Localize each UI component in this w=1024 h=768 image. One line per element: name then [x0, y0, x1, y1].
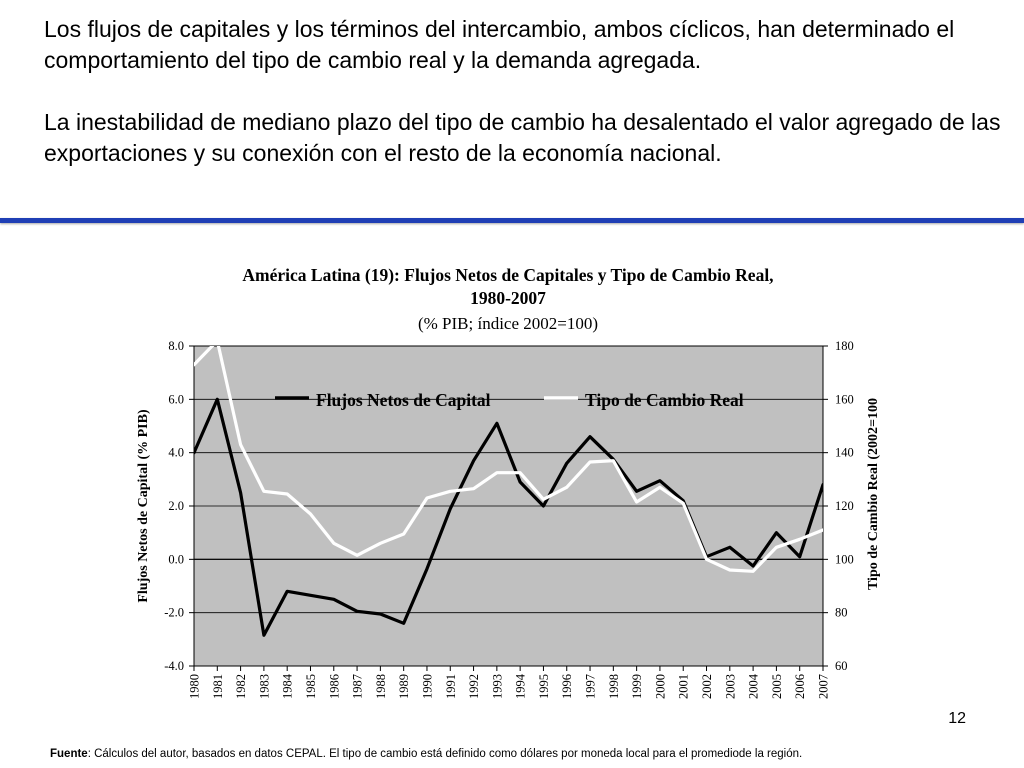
left-tick-label-2: 0.0: [168, 552, 184, 566]
x-tick-label-1: 1981: [211, 674, 225, 699]
chart-title-line-2: 1980-2007: [470, 288, 546, 308]
x-tick-label-4: 1984: [281, 673, 295, 699]
right-axis-ticks: 60 80 100 120 140 160 180: [823, 339, 854, 673]
x-tick-label-20: 2000: [653, 674, 667, 699]
chart-title: América Latina (19): Flujos Netos de Cap…: [242, 265, 773, 285]
left-tick-label-6: 8.0: [168, 339, 184, 353]
x-axis-ticks: 1980 1981 1982 1983 1984 1985 1986 1987 1988 1989…: [188, 666, 831, 699]
intro-paragraph-1: Los flujos de capitales y los términos d…: [44, 16, 955, 73]
x-tick-label-0: 1980: [188, 674, 202, 699]
right-tick-label-4: 140: [835, 446, 854, 460]
right-tick-label-3: 120: [835, 499, 854, 513]
chart-subtitle: (% PIB; índice 2002=100): [418, 314, 598, 333]
chart-container: América Latina (19): Flujos Netos de Cap…: [0, 236, 1024, 716]
right-tick-label-2: 100: [835, 552, 854, 566]
x-tick-label-11: 1991: [444, 674, 458, 699]
source-label: Fuente: [50, 748, 88, 760]
divider-rule: [0, 218, 1024, 223]
x-tick-label-26: 2006: [793, 674, 807, 699]
x-tick-label-22: 2002: [700, 674, 714, 699]
line-chart: América Latina (19): Flujos Netos de Cap…: [136, 265, 881, 699]
x-tick-label-23: 2003: [723, 674, 737, 699]
x-tick-label-2: 1982: [234, 674, 248, 699]
left-tick-label-1: -2.0: [164, 606, 184, 620]
left-tick-label-5: 6.0: [168, 392, 184, 406]
x-tick-label-17: 1997: [584, 674, 598, 699]
x-tick-label-5: 1985: [304, 674, 318, 699]
legend-label-tipo: Tipo de Cambio Real: [585, 390, 744, 410]
legend: Flujos Netos de Capital Tipo de Cambio R…: [275, 390, 744, 410]
x-tick-label-7: 1987: [351, 674, 365, 699]
page-number: 12: [948, 710, 966, 727]
x-tick-label-10: 1990: [420, 674, 434, 699]
x-tick-label-13: 1993: [490, 674, 504, 699]
y-axis-label-left: Flujos Netos de Capital (% PIB): [136, 409, 151, 603]
x-tick-label-6: 1986: [327, 674, 341, 699]
x-tick-label-8: 1988: [374, 674, 388, 699]
left-tick-label-0: -4.0: [164, 659, 184, 673]
x-tick-label-9: 1989: [397, 674, 411, 699]
y-axis-label-right: Tipo de Cambio Real (2002=100: [866, 398, 881, 590]
left-tick-label-4: 4.0: [168, 446, 184, 460]
left-tick-label-3: 2.0: [168, 499, 184, 513]
legend-label-flujos: Flujos Netos de Capital: [316, 390, 491, 410]
x-tick-label-25: 2005: [770, 674, 784, 699]
right-tick-label-0: 60: [835, 659, 848, 673]
right-tick-label-1: 80: [835, 606, 848, 620]
x-tick-label-19: 1999: [630, 674, 644, 699]
x-tick-label-16: 1996: [560, 674, 574, 699]
right-tick-label-6: 180: [835, 339, 854, 353]
left-axis-ticks: -4.0 -2.0 0.0 2.0 4.0 6.0 8.0: [164, 339, 194, 673]
intro-text: Los flujos de capitales y los términos d…: [44, 14, 1004, 169]
right-tick-label-5: 160: [835, 392, 854, 406]
x-tick-label-15: 1995: [537, 674, 551, 699]
x-tick-label-27: 2007: [817, 674, 831, 699]
x-tick-label-18: 1998: [607, 674, 621, 699]
source-text: : Cálculos del autor, basados en datos C…: [87, 748, 803, 760]
x-tick-label-14: 1994: [514, 673, 528, 699]
series-line-1: [194, 346, 823, 573]
x-tick-label-21: 2001: [677, 674, 691, 699]
series-line-0: [194, 397, 823, 637]
intro-paragraph-2: La inestabilidad de mediano plazo del ti…: [44, 109, 1001, 166]
source-note: Fuente: Cálculos del autor, basados en d…: [50, 748, 802, 760]
x-tick-label-24: 2004: [747, 673, 761, 699]
series-lines: [194, 346, 823, 637]
x-tick-label-12: 1992: [467, 674, 481, 699]
x-tick-label-3: 1983: [257, 674, 271, 699]
